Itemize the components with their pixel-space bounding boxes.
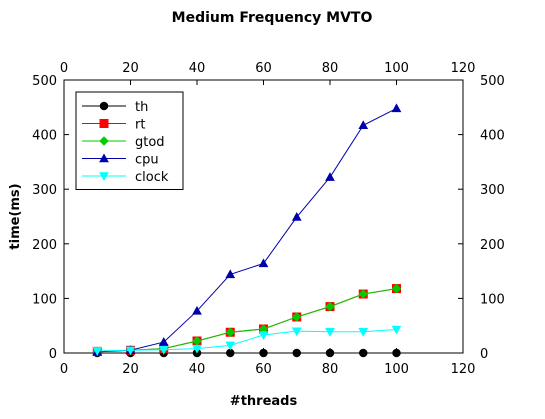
x-tick-label-top: 20 [122, 61, 139, 76]
data-point-cpu [325, 172, 335, 181]
data-point-th [292, 348, 301, 358]
legend-swatch-marker [99, 136, 109, 146]
legend-swatch-marker [99, 153, 109, 163]
legend-item-cpu: cpu [82, 153, 159, 168]
y-tick-label-left: 300 [32, 183, 57, 198]
y-tick-label-right: 400 [480, 129, 505, 144]
x-tick-label-bottom: 80 [322, 362, 339, 377]
data-point-clock [158, 346, 169, 355]
data-point-cpu [291, 212, 302, 221]
y-tick-label-left: 400 [32, 129, 57, 144]
data-point-th [325, 348, 335, 358]
legend-swatch-marker [99, 119, 109, 128]
data-point-clock [391, 325, 402, 335]
x-tick-label-bottom: 40 [189, 362, 206, 377]
legend-label: gtod [135, 135, 165, 150]
x-tick-label-bottom: 20 [122, 362, 139, 377]
series-rt [92, 284, 401, 356]
x-tick-label-top: 60 [255, 61, 272, 76]
data-point-cpu [192, 305, 202, 315]
x-tick-label-bottom: 60 [255, 362, 272, 377]
legend-item-rt: rt [82, 118, 145, 133]
y-tick-label-left: 100 [32, 292, 57, 307]
y-tick-label-right: 0 [480, 347, 488, 362]
x-axis-label: #threads [230, 394, 298, 409]
x-tick-label-bottom: 0 [60, 362, 68, 377]
data-point-gtod [391, 283, 402, 294]
y-tick-label-left: 200 [32, 238, 57, 253]
series-line-gtod [97, 288, 397, 352]
data-point-clock [291, 327, 302, 337]
series-clock [92, 325, 402, 356]
legend-label: rt [135, 118, 145, 133]
series-line-cpu [97, 107, 397, 353]
x-tick-label-bottom: 100 [384, 362, 409, 377]
data-point-cpu [225, 269, 236, 279]
data-point-cpu [258, 258, 269, 268]
y-tick-label-right: 100 [480, 292, 505, 307]
legend-label: th [135, 100, 148, 115]
x-tick-label-top: 40 [189, 61, 206, 76]
data-point-clock [225, 341, 236, 351]
data-point-clock [125, 346, 136, 356]
legend-item-gtod: gtod [82, 135, 165, 150]
series-gtod [92, 283, 402, 357]
series-cpu [92, 103, 402, 356]
x-tick-label-top: 120 [451, 61, 476, 76]
legend-item-th: th [82, 100, 148, 115]
data-point-th [392, 348, 401, 358]
data-point-clock [258, 331, 269, 341]
data-point-cpu [358, 120, 369, 130]
y-axis-label: time(ms) [8, 183, 23, 249]
legend-swatch-marker [99, 172, 109, 182]
data-point-gtod [358, 289, 368, 299]
x-tick-label-top: 0 [60, 61, 68, 76]
data-point-clock [92, 347, 103, 356]
data-point-clock [192, 344, 202, 354]
x-tick-label-bottom: 120 [451, 362, 476, 377]
legend-item-clock: clock [82, 170, 169, 185]
data-point-th [259, 348, 268, 358]
y-tick-label-left: 0 [49, 347, 57, 362]
data-point-gtod [225, 327, 235, 337]
data-point-clock [325, 328, 335, 337]
legend: th rt gtod cpu clock [75, 91, 184, 190]
y-tick-label-right: 200 [480, 238, 505, 253]
data-point-th [359, 348, 368, 358]
data-point-gtod [325, 301, 335, 312]
series-line-clock [97, 329, 397, 352]
x-tick-label-top: 100 [384, 61, 409, 76]
data-point-gtod [292, 312, 302, 322]
legend-label: cpu [135, 153, 159, 168]
data-point-cpu [158, 337, 169, 346]
y-tick-label-right: 300 [480, 183, 505, 198]
data-point-clock [358, 328, 369, 337]
y-tick-label-left: 500 [32, 74, 57, 89]
data-point-cpu [391, 103, 402, 113]
chart-title: Medium Frequency MVTO [172, 10, 373, 26]
series-layer [92, 103, 402, 358]
legend-swatch-marker [99, 101, 109, 111]
y-tick-label-right: 500 [480, 74, 505, 89]
legend-label: clock [135, 170, 169, 185]
x-tick-label-top: 80 [322, 61, 339, 76]
